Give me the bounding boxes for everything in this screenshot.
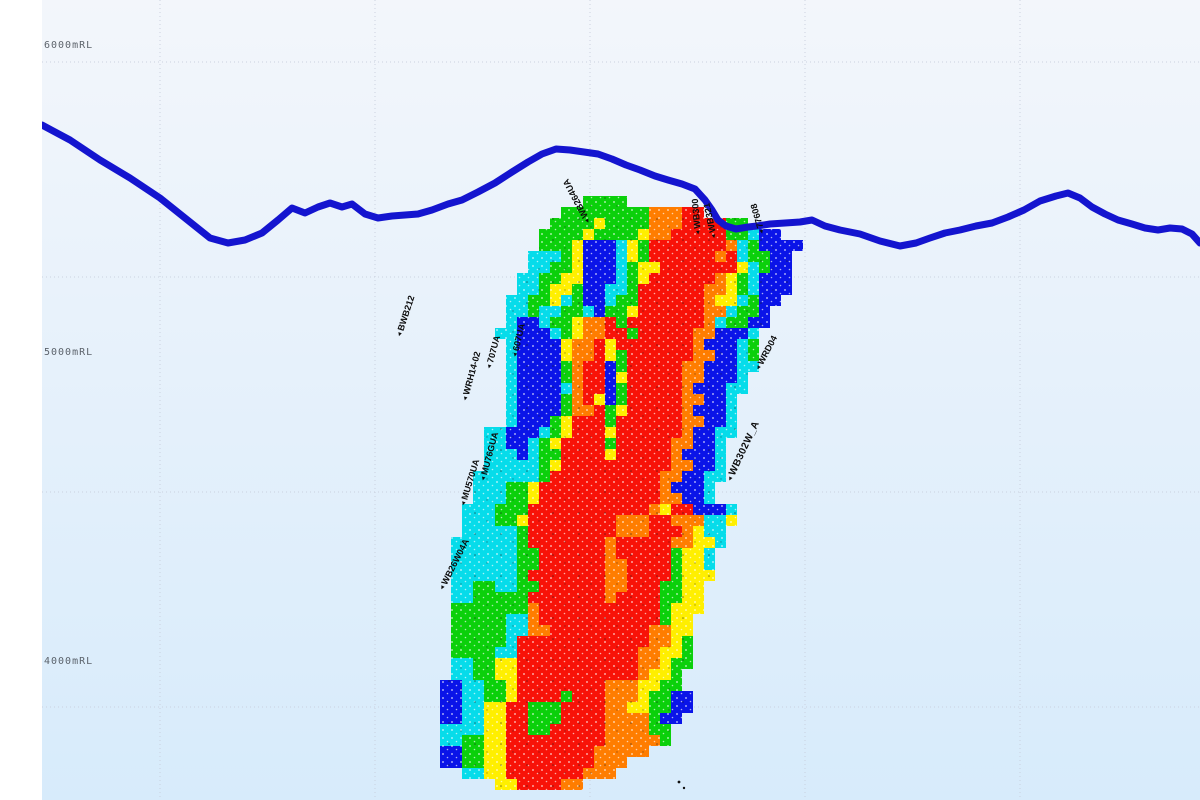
topography-surface-line	[38, 121, 1200, 250]
end-of-hole-marker	[677, 780, 686, 790]
left-margin	[0, 0, 42, 800]
